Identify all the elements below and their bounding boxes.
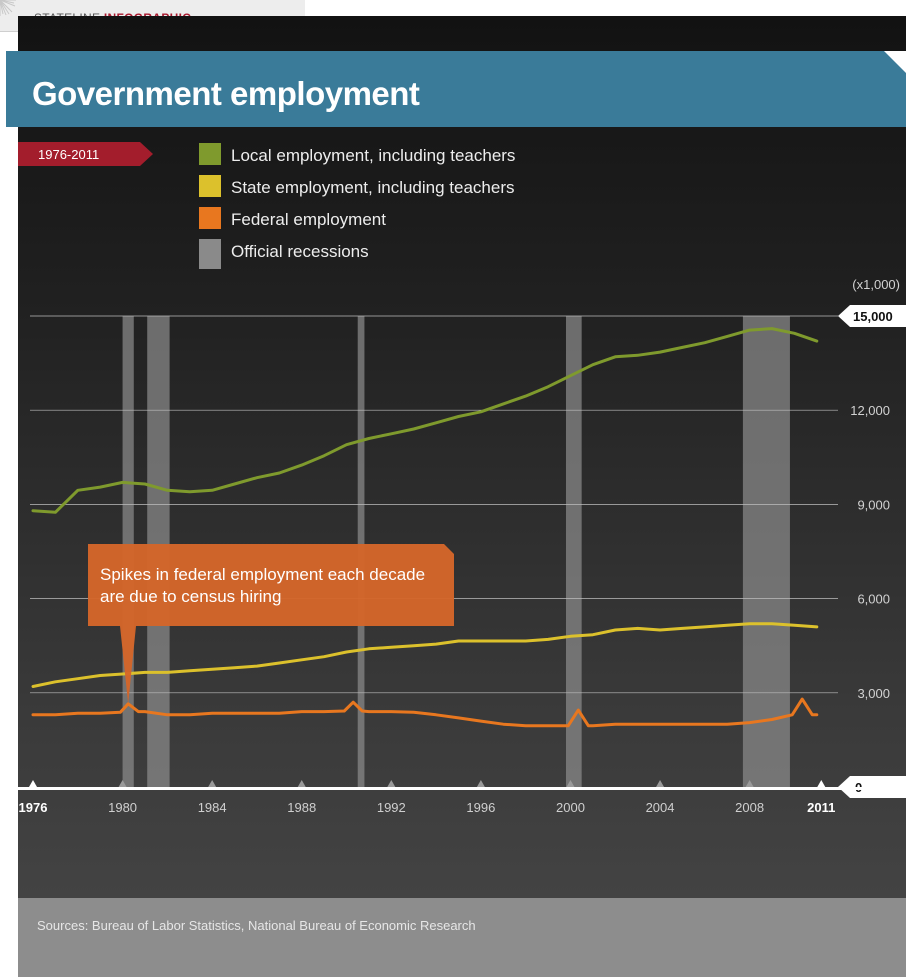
x-tick-marker	[566, 780, 575, 787]
x-tick-label: 2011	[807, 800, 835, 815]
title-bar-corner-cut	[884, 51, 906, 73]
legend-swatch-local	[199, 143, 221, 165]
local-employment-line	[31, 327, 819, 514]
recession-band	[742, 316, 790, 787]
x-tick-marker	[476, 780, 485, 787]
page-title: Government employment	[32, 75, 420, 112]
y-tick-label: 9,000	[857, 497, 890, 512]
y-tick-label: 6,000	[857, 592, 890, 607]
legend-label: Official recessions	[231, 242, 369, 261]
legend-label: Federal employment	[231, 210, 386, 229]
legend-swatch-federal	[199, 207, 221, 229]
x-tick-marker	[118, 780, 127, 787]
x-tick-label: 2004	[646, 800, 675, 815]
legend-label: Local employment, including teachers	[231, 146, 515, 165]
sunburst-logo-icon	[0, 0, 16, 16]
x-tick-label: 2000	[556, 800, 585, 815]
x-tick-label: 1976	[19, 800, 48, 815]
source-note: Sources: Bureau of Labor Statistics, Nat…	[37, 918, 476, 933]
y-tick-label: 3,000	[857, 686, 890, 701]
period-badge-label: 1976-2011	[38, 147, 99, 162]
annotation-text-line: are due to census hiring	[100, 587, 281, 606]
x-tick-marker	[208, 780, 217, 787]
x-tick-marker	[387, 780, 396, 787]
x-tick-label: 1992	[377, 800, 406, 815]
annotation-callout	[88, 544, 454, 704]
legend-swatch-recessions	[199, 239, 221, 269]
x-tick-marker	[656, 780, 665, 787]
footer: Sources: Bureau of Labor Statistics, Nat…	[18, 898, 906, 977]
annotation-text-line: Spikes in federal employment each decade	[100, 565, 425, 584]
x-axis-baseline	[18, 787, 906, 790]
y-tick-highlight	[838, 305, 906, 327]
state-employment-line	[31, 622, 819, 688]
x-tick-marker	[29, 780, 37, 787]
x-tick-marker	[297, 780, 306, 787]
x-tick-label: 1988	[287, 800, 316, 815]
recession-band	[565, 316, 582, 787]
unit-label: (x1,000)	[852, 277, 900, 292]
y-tick-label: 15,000	[853, 309, 893, 324]
federal-employment-line	[31, 697, 819, 728]
y-tick-label: 12,000	[850, 403, 890, 418]
x-tick-label: 1980	[108, 800, 137, 815]
legend-label: State employment, including teachers	[231, 178, 515, 197]
x-tick-marker	[817, 780, 826, 787]
title-bar: Government employment	[6, 51, 906, 127]
legend-swatch-state	[199, 175, 221, 197]
x-tick-label: 1996	[466, 800, 495, 815]
period-badge	[18, 142, 153, 166]
x-tick-label: 1984	[198, 800, 227, 815]
x-tick-label: 2008	[735, 800, 764, 815]
x-tick-marker	[745, 780, 754, 787]
